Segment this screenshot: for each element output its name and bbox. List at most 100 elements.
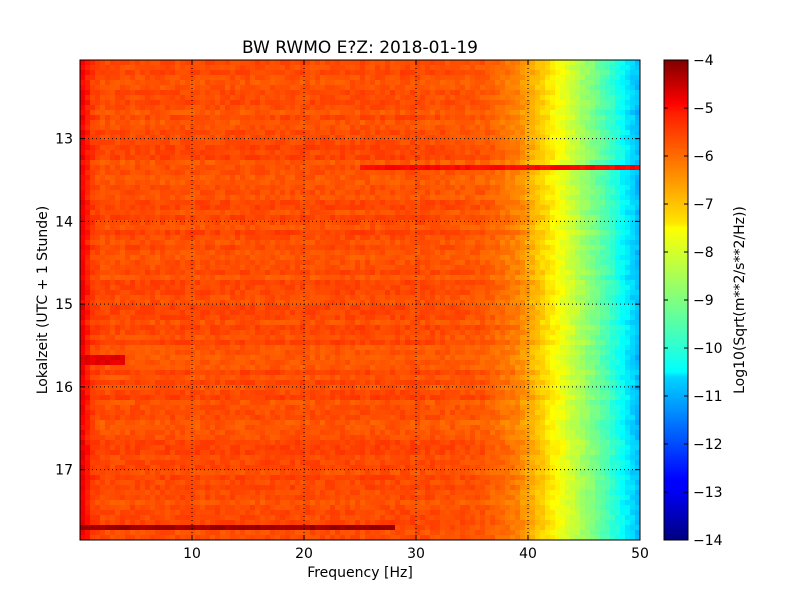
heatmap-cell xyxy=(265,130,271,136)
heatmap-cell xyxy=(130,205,136,211)
heatmap-cell xyxy=(590,85,596,91)
heatmap-cell xyxy=(220,215,226,221)
heatmap-cell xyxy=(145,255,151,261)
heatmap-cell xyxy=(315,190,321,196)
heatmap-cell xyxy=(570,80,576,86)
heatmap-cell xyxy=(195,140,201,146)
heatmap-cell xyxy=(425,130,431,136)
heatmap-cell xyxy=(315,260,321,266)
heatmap-cell xyxy=(205,255,211,261)
heatmap-cell xyxy=(370,160,376,166)
heatmap-cell xyxy=(400,255,406,261)
heatmap-cell xyxy=(470,270,476,276)
heatmap-cell xyxy=(530,75,536,81)
heatmap-cell xyxy=(470,110,476,116)
heatmap-cell xyxy=(620,210,626,216)
heatmap-cell xyxy=(620,70,626,76)
heatmap-cell xyxy=(335,200,341,206)
heatmap-cell xyxy=(520,130,526,136)
heatmap-cell xyxy=(495,110,501,116)
heatmap-cell xyxy=(150,115,156,121)
heatmap-cell xyxy=(495,200,501,206)
heatmap-cell xyxy=(510,100,516,106)
heatmap-cell xyxy=(235,130,241,136)
heatmap-cell xyxy=(200,235,206,241)
heatmap-cell xyxy=(515,275,521,281)
heatmap-cell xyxy=(320,250,326,256)
heatmap-cell xyxy=(370,110,376,116)
heatmap-cell xyxy=(235,160,241,166)
heatmap-cell xyxy=(270,185,276,191)
heatmap-cell xyxy=(175,265,181,271)
heatmap-cell xyxy=(345,235,351,241)
heatmap-cell xyxy=(350,220,356,226)
heatmap-cell xyxy=(115,100,121,106)
heatmap-cell xyxy=(590,100,596,106)
heatmap-cell xyxy=(295,75,301,81)
heatmap-cell xyxy=(530,125,536,131)
heatmap-cell xyxy=(225,175,231,181)
heatmap-cell xyxy=(560,60,566,66)
heatmap-cell xyxy=(235,200,241,206)
heatmap-cell xyxy=(630,190,636,196)
heatmap-cell xyxy=(475,265,481,271)
heatmap-cell xyxy=(260,250,266,256)
heatmap-cell xyxy=(170,235,176,241)
heatmap-cell xyxy=(430,180,436,186)
heatmap-cell xyxy=(470,155,476,161)
heatmap-cell xyxy=(260,200,266,206)
heatmap-cell xyxy=(175,145,181,151)
heatmap-cell xyxy=(545,210,551,216)
heatmap-cell xyxy=(185,245,191,251)
heatmap-cell xyxy=(270,255,276,261)
heatmap-cell xyxy=(235,250,241,256)
heatmap-cell xyxy=(270,140,276,146)
heatmap-cell xyxy=(620,160,626,166)
heatmap-cell xyxy=(330,185,336,191)
heatmap-cell xyxy=(80,220,86,226)
heatmap-cell xyxy=(505,60,511,66)
heatmap-cell xyxy=(510,270,516,276)
heatmap-cell xyxy=(560,185,566,191)
heatmap-cell xyxy=(120,280,126,286)
heatmap-cell xyxy=(610,170,616,176)
heatmap-cell xyxy=(165,270,171,276)
heatmap-cell xyxy=(495,150,501,156)
heatmap-cell xyxy=(620,220,626,226)
heatmap-cell xyxy=(265,190,271,196)
heatmap-cell xyxy=(240,230,246,236)
heatmap-cell xyxy=(230,225,236,231)
heatmap-cell xyxy=(210,105,216,111)
heatmap-cell xyxy=(510,65,516,71)
heatmap-cell xyxy=(415,265,421,271)
heatmap-cell xyxy=(85,230,91,236)
heatmap-cell xyxy=(585,150,591,156)
heatmap-cell xyxy=(485,65,491,71)
heatmap-cell xyxy=(575,205,581,211)
heatmap-cell xyxy=(290,220,296,226)
heatmap-cell xyxy=(490,185,496,191)
heatmap-cell xyxy=(335,110,341,116)
heatmap-cell xyxy=(165,240,171,246)
heatmap-cell xyxy=(625,225,631,231)
heatmap-cell xyxy=(225,180,231,186)
heatmap-cell xyxy=(90,165,96,171)
heatmap-cell xyxy=(110,250,116,256)
heatmap-cell xyxy=(345,145,351,151)
heatmap-cell xyxy=(405,120,411,126)
heatmap-cell xyxy=(410,260,416,266)
heatmap-cell xyxy=(610,140,616,146)
heatmap-cell xyxy=(270,115,276,121)
heatmap-cell xyxy=(460,85,466,91)
heatmap-cell xyxy=(165,220,171,226)
heatmap-cell xyxy=(140,185,146,191)
heatmap-cell xyxy=(280,90,286,96)
heatmap-cell xyxy=(320,150,326,156)
heatmap-cell xyxy=(590,135,596,141)
heatmap-cell xyxy=(210,175,216,181)
heatmap-cell xyxy=(80,230,86,236)
heatmap-cell xyxy=(175,180,181,186)
heatmap-cell xyxy=(345,195,351,201)
heatmap-cell xyxy=(295,255,301,261)
heatmap-cell xyxy=(355,130,361,136)
